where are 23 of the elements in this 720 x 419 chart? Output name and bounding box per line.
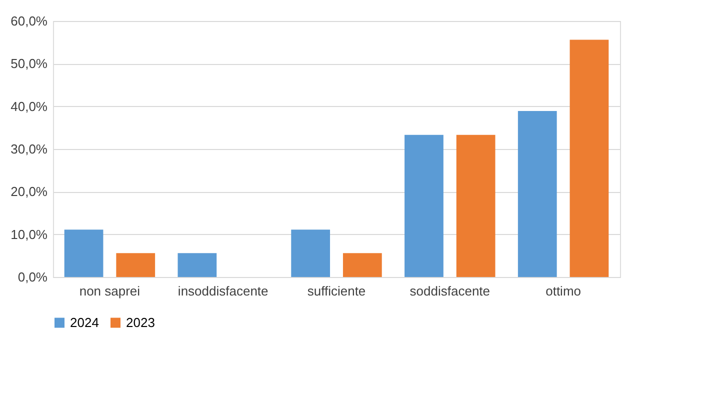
bar bbox=[291, 230, 330, 277]
y-tick-label: 10,0% bbox=[10, 226, 48, 242]
bar bbox=[404, 134, 444, 277]
y-tick-label: 60,0% bbox=[10, 14, 48, 28]
x-tick-label: non saprei bbox=[79, 284, 140, 298]
bar bbox=[456, 134, 496, 277]
legend-label: 2024 bbox=[70, 314, 99, 330]
bar bbox=[64, 230, 104, 277]
y-tick-label: 0,0% bbox=[18, 270, 48, 284]
bar bbox=[178, 253, 217, 277]
legend-label: 2023 bbox=[126, 314, 155, 330]
y-tick-label: 50,0% bbox=[10, 56, 48, 72]
bar bbox=[518, 111, 557, 277]
x-tick-label: insoddisfacente bbox=[178, 284, 268, 298]
x-tick-label: sufficiente bbox=[307, 284, 366, 298]
bar bbox=[116, 253, 156, 277]
y-tick-label: 30,0% bbox=[10, 142, 48, 156]
bar bbox=[570, 40, 609, 277]
x-tick-label: ottimo bbox=[546, 284, 582, 298]
x-tick-label: soddisfacente bbox=[410, 284, 490, 298]
bar bbox=[342, 253, 382, 277]
y-tick-label: 40,0% bbox=[10, 98, 48, 114]
y-tick-label: 20,0% bbox=[10, 184, 48, 200]
